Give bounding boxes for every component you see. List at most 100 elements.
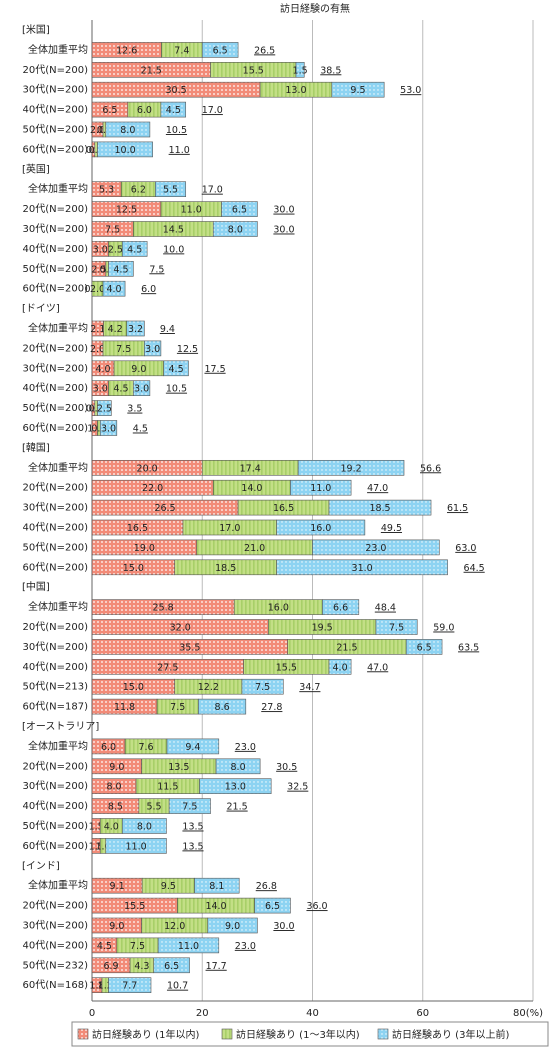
- bar-segment: [215, 758, 261, 775]
- value-label: 4.5: [113, 384, 128, 395]
- value-label: 4.0: [106, 284, 121, 295]
- value-label: 6.0: [137, 105, 152, 116]
- value-label: 9.5: [161, 881, 176, 892]
- value-label: 0.5: [89, 145, 104, 156]
- total-label: 13.5: [182, 822, 203, 833]
- category-label: 全体加重平均: [28, 322, 88, 335]
- value-label: 5.3: [99, 185, 114, 196]
- bar-segment: [153, 957, 190, 974]
- value-label: 7.7: [122, 981, 137, 992]
- value-label: 21.5: [336, 642, 357, 653]
- total-label: 64.5: [464, 563, 485, 574]
- value-label: 19.2: [341, 463, 362, 474]
- x-tick-label: 40: [306, 1008, 319, 1019]
- value-label: 1.0: [95, 841, 110, 852]
- total-label: 63.0: [455, 543, 476, 554]
- value-label: 6.5: [417, 642, 432, 653]
- value-label: 6.5: [213, 45, 228, 56]
- bar-segment: [276, 519, 366, 536]
- category-label: 50代(N=200): [23, 263, 89, 275]
- value-label: 7.5: [105, 225, 120, 236]
- bar-segment: [328, 499, 432, 516]
- value-label: 7.5: [255, 682, 270, 693]
- bar-segment: [290, 479, 352, 496]
- value-label: 7.6: [138, 742, 153, 753]
- value-label: 12.6: [116, 45, 137, 56]
- category-label: 40代(N=200): [23, 939, 89, 951]
- total-label: 30.5: [276, 762, 297, 773]
- value-label: 4.5: [166, 105, 181, 116]
- value-label: 10.0: [114, 145, 135, 156]
- bar-segment: [331, 81, 385, 98]
- value-label: 0.5: [86, 404, 101, 415]
- total-label: 32.5: [287, 782, 308, 793]
- total-label: 59.0: [433, 623, 454, 634]
- category-label: 30代(N=200): [23, 780, 89, 792]
- total-label: 23.0: [235, 941, 256, 952]
- value-label: 16.0: [268, 603, 289, 614]
- total-label: 17.0: [202, 185, 223, 196]
- bar-segment: [199, 778, 272, 795]
- value-label: 14.0: [241, 483, 262, 494]
- value-label: 21.5: [141, 65, 162, 76]
- category-label: 20代(N=200): [23, 203, 89, 215]
- category-label: 20代(N=200): [23, 342, 89, 354]
- category-label: 60代(N=187): [23, 701, 89, 713]
- category-label: 全体加重平均: [28, 461, 88, 474]
- total-label: 6.0: [141, 284, 156, 295]
- category-label: 30代(N=200): [23, 502, 89, 514]
- category-label: 60代(N=200): [23, 283, 89, 295]
- value-label: 30.5: [165, 85, 186, 96]
- value-label: 7.5: [170, 702, 185, 713]
- bar-segment: [405, 639, 443, 655]
- value-label: 8.6: [215, 702, 230, 713]
- bar-segment: [126, 320, 145, 337]
- bar-segment: [198, 698, 247, 715]
- group-label: [英国]: [22, 162, 50, 175]
- value-label: 6.5: [232, 205, 247, 216]
- value-label: 15.5: [276, 662, 297, 673]
- value-label: 15.5: [243, 65, 264, 76]
- value-label: 16.5: [273, 503, 294, 514]
- value-label: 6.5: [265, 901, 280, 912]
- category-label: 30代(N=200): [23, 362, 89, 374]
- total-label: 13.5: [182, 841, 203, 852]
- group-label: [オーストラリア]: [22, 721, 99, 733]
- category-label: 40代(N=200): [23, 800, 89, 812]
- total-label: 27.8: [261, 702, 282, 713]
- category-label: 30代(N=200): [23, 84, 89, 96]
- bar-segment: [168, 798, 211, 814]
- category-label: 全体加重平均: [28, 182, 88, 195]
- total-label: 30.0: [273, 225, 294, 236]
- category-label: 40代(N=200): [23, 382, 89, 394]
- legend-swatch: [377, 1028, 389, 1040]
- value-label: 8.1: [209, 881, 224, 892]
- category-label: 全体加重平均: [28, 879, 88, 892]
- total-label: 17.5: [204, 364, 225, 375]
- value-label: 7.4: [174, 45, 189, 56]
- bar-segment: [221, 201, 258, 217]
- value-label: 1.8: [89, 981, 104, 992]
- value-label: 12.2: [198, 682, 219, 693]
- value-label: 6.0: [101, 742, 116, 753]
- value-label: 12.0: [164, 921, 185, 932]
- value-label: 8.5: [108, 802, 123, 813]
- value-label: 11.0: [310, 483, 331, 494]
- bar-segment: [122, 818, 167, 834]
- value-label: 9.5: [350, 85, 365, 96]
- bar-segment: [297, 459, 405, 476]
- bar-segment: [254, 897, 291, 914]
- value-label: 1.5: [89, 822, 104, 833]
- total-label: 21.5: [227, 802, 248, 813]
- bar-segment: [295, 61, 305, 78]
- total-label: 63.5: [458, 642, 479, 653]
- total-label: 17.7: [206, 961, 227, 972]
- value-label: 4.0: [104, 822, 119, 833]
- value-label: 7.5: [182, 802, 197, 813]
- value-label: 18.5: [369, 503, 390, 514]
- group-label: [中国]: [22, 580, 50, 593]
- value-label: 23.0: [365, 543, 386, 554]
- bar-segment: [207, 917, 258, 934]
- category-label: 50代(N=200): [23, 402, 89, 414]
- group-label: [韓国]: [22, 442, 50, 454]
